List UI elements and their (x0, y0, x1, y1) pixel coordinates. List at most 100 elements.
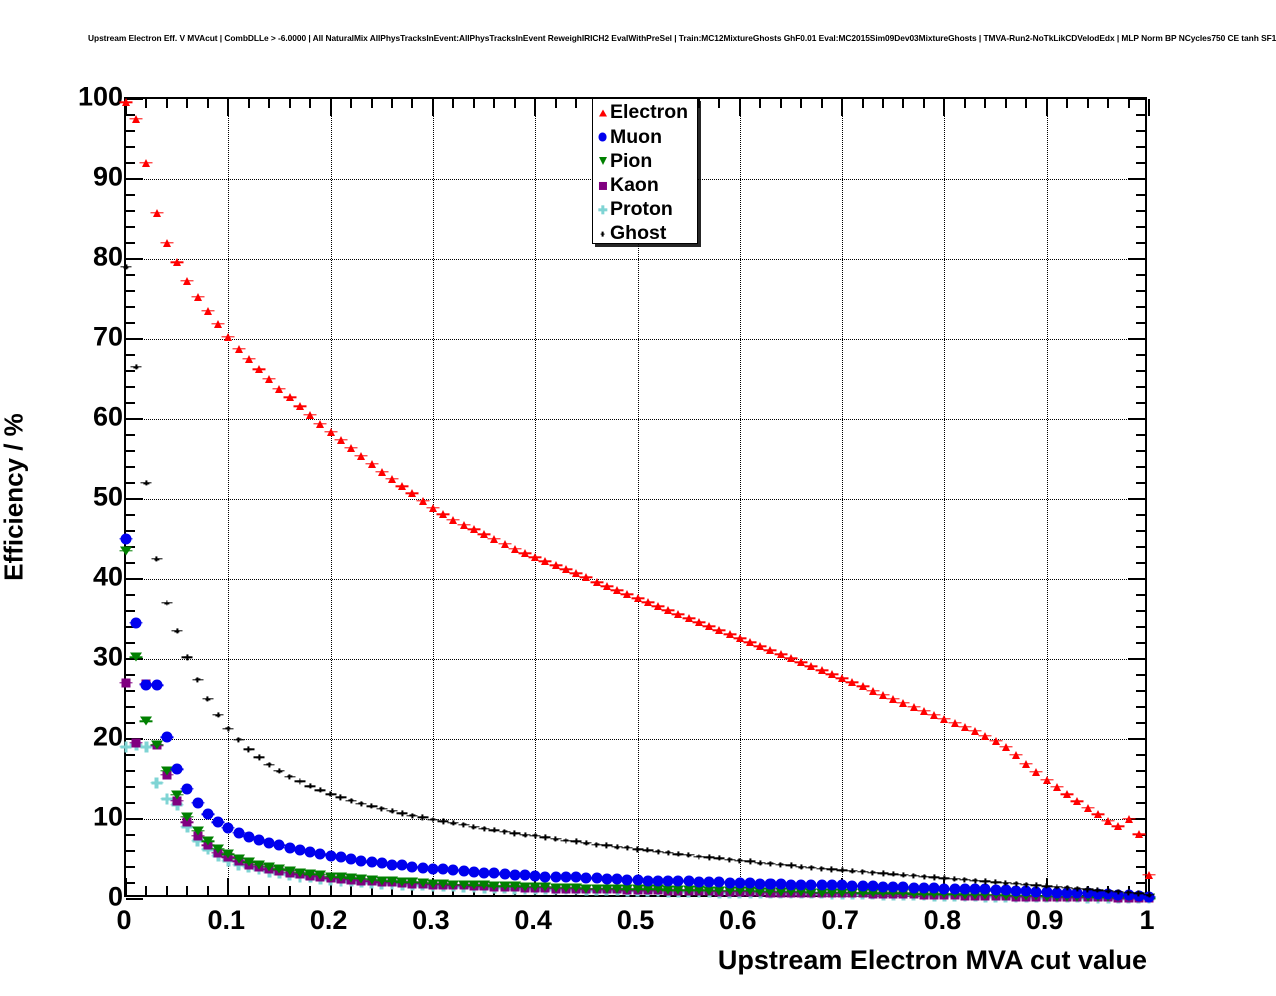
legend-item-electron[interactable]: Electron (593, 101, 697, 125)
data-point (572, 569, 581, 578)
legend-item-pion[interactable]: Pion (593, 149, 697, 173)
data-point (225, 726, 231, 732)
data-point (969, 883, 981, 895)
data-point (377, 467, 386, 476)
x-tick-top (268, 99, 271, 108)
data-point (314, 848, 326, 860)
data-point (520, 549, 529, 558)
data-point (468, 866, 480, 878)
y-tick-left (126, 834, 135, 836)
data-point (379, 806, 385, 812)
legend: Electron Muon Pion Kaon Proton Ghost (592, 98, 698, 244)
x-tick-top (390, 99, 393, 108)
data-point (560, 871, 572, 883)
data-point (652, 875, 664, 887)
data-point (387, 475, 396, 483)
data-point (928, 889, 941, 899)
data-point (131, 738, 141, 748)
data-point (427, 863, 439, 875)
data-point (469, 525, 478, 534)
y-tick-left (126, 850, 135, 852)
data-point (723, 886, 736, 896)
grid-line-horizontal (126, 579, 1145, 580)
y-tick-left (126, 338, 143, 340)
y-tick-left (126, 418, 143, 420)
data-point (376, 857, 388, 869)
data-point (246, 746, 252, 752)
data-point (788, 862, 794, 868)
data-point (990, 884, 1002, 896)
data-point (447, 864, 459, 876)
x-tick-bottom (268, 886, 271, 895)
data-point (539, 871, 551, 883)
data-point (192, 835, 204, 847)
data-point (324, 872, 337, 882)
data-point (1104, 816, 1113, 825)
data-point (705, 622, 714, 631)
data-point (621, 874, 633, 886)
data-point (897, 888, 910, 898)
y-tick-left (126, 370, 135, 372)
legend-item-ghost[interactable]: Ghost (593, 222, 697, 246)
data-point (500, 539, 509, 548)
y-tick-left (126, 578, 143, 580)
data-point (684, 614, 693, 623)
data-point (406, 877, 419, 887)
data-point (160, 766, 173, 776)
data-point (877, 881, 889, 893)
x-tick-label: 0.3 (412, 905, 450, 935)
data-point (706, 854, 712, 860)
data-point (161, 731, 173, 743)
data-point (306, 411, 315, 419)
x-tick-top (779, 99, 782, 108)
data-point (459, 520, 468, 529)
y-tick-left (126, 722, 135, 724)
data-point (962, 877, 968, 883)
y-tick-right (1136, 146, 1145, 148)
data-point (532, 833, 538, 839)
data-point (583, 840, 589, 846)
x-tick-label: 0.4 (514, 905, 552, 935)
data-point (703, 886, 716, 896)
x-tick-top (534, 99, 537, 116)
data-point (316, 419, 325, 428)
y-tick-label: 30 (92, 641, 123, 672)
data-point (368, 803, 375, 809)
data-point (447, 880, 460, 890)
data-point (418, 496, 427, 505)
triangle-down-icon (596, 154, 609, 168)
y-tick-left (126, 562, 135, 564)
grid-line-vertical (637, 99, 639, 895)
data-point (551, 561, 560, 570)
legend-item-muon[interactable]: Muon (593, 125, 697, 149)
x-tick-top (125, 99, 127, 116)
x-tick-top (206, 99, 209, 108)
data-point (713, 886, 726, 896)
data-point (1102, 888, 1114, 900)
data-point (409, 813, 416, 819)
y-tick-left (126, 322, 135, 324)
data-point (172, 796, 182, 806)
y-tick-right (1136, 642, 1145, 644)
data-point (686, 852, 692, 858)
data-point (430, 817, 436, 823)
data-point (662, 875, 674, 887)
y-tick-right (1128, 578, 1145, 580)
data-point (553, 836, 559, 842)
y-tick-right (1136, 882, 1145, 884)
data-point (1052, 783, 1061, 791)
legend-item-proton[interactable]: Proton (593, 198, 697, 222)
data-point (214, 319, 223, 328)
data-point (130, 617, 142, 629)
y-tick-right (1136, 786, 1145, 788)
data-point (132, 115, 141, 123)
legend-item-kaon[interactable]: Kaon (593, 174, 697, 198)
x-tick-top (309, 99, 312, 108)
data-point (498, 881, 511, 891)
data-point (287, 774, 293, 780)
y-tick-right (1136, 386, 1145, 388)
grid-line-vertical (1046, 99, 1048, 895)
data-point (624, 845, 630, 851)
data-point (336, 435, 345, 444)
data-point (191, 826, 204, 836)
